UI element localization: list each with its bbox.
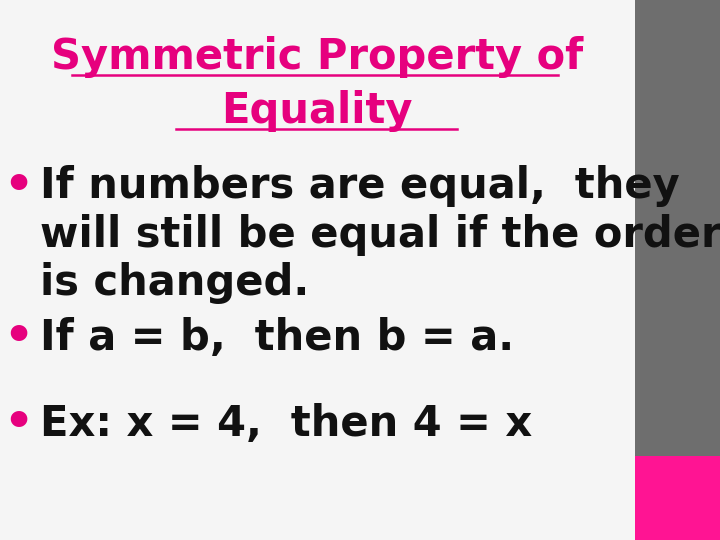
Text: Equality: Equality <box>221 90 413 132</box>
Text: Symmetric Property of: Symmetric Property of <box>50 36 583 78</box>
Text: •: • <box>3 401 33 447</box>
Text: •: • <box>3 315 33 360</box>
Text: is changed.: is changed. <box>40 262 309 305</box>
Text: If a = b,  then b = a.: If a = b, then b = a. <box>40 316 514 359</box>
Bar <box>0 0 635 540</box>
Bar <box>635 0 720 540</box>
Text: •: • <box>3 164 33 209</box>
Text: will still be equal if the order: will still be equal if the order <box>40 214 720 256</box>
Text: Ex: x = 4,  then 4 = x: Ex: x = 4, then 4 = x <box>40 403 532 445</box>
Text: If numbers are equal,  they: If numbers are equal, they <box>40 165 680 207</box>
Bar <box>635 456 720 540</box>
